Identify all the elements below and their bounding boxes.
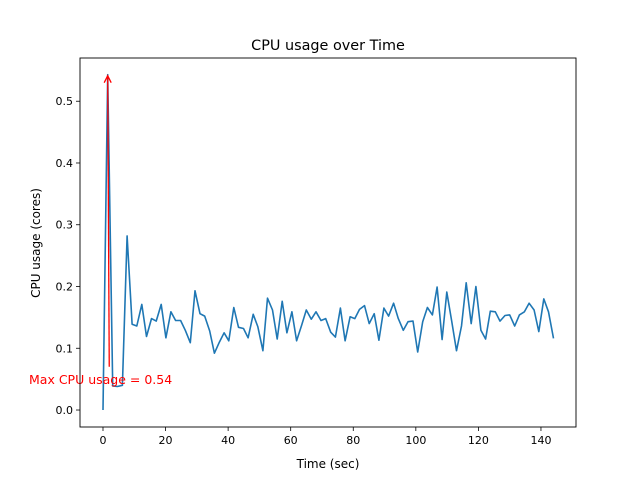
x-axis-label: Time (sec) [296, 457, 360, 471]
annotation-text: Max CPU usage = 0.54 [29, 372, 172, 387]
y-tick-label: 0.3 [56, 219, 74, 232]
y-tick-label: 0.2 [56, 281, 74, 294]
series-line-cpu-usage [102, 73, 555, 411]
y-axis-label: CPU usage (cores) [29, 188, 43, 298]
x-tick-label: 100 [405, 434, 426, 447]
annotation-arrow-head [103, 74, 112, 83]
x-tick-label: 140 [530, 434, 551, 447]
axes-frame [79, 57, 577, 428]
x-tick-label: 80 [346, 434, 360, 447]
annotation-arrow-shaft [107, 75, 110, 367]
x-tick-label: 0 [99, 434, 106, 447]
y-tick-label: 0.5 [56, 95, 74, 108]
x-tick-label: 40 [221, 434, 235, 447]
max-annotation: Max CPU usage = 0.54 [29, 74, 172, 387]
y-tick-label: 0.4 [56, 157, 74, 170]
chart-title: CPU usage over Time [251, 38, 405, 54]
y-tick-label: 0.1 [56, 342, 74, 355]
x-tick-label: 120 [468, 434, 489, 447]
x-tick-label: 60 [284, 434, 298, 447]
x-tick-label: 20 [159, 434, 173, 447]
y-tick-label: 0.0 [56, 404, 74, 417]
